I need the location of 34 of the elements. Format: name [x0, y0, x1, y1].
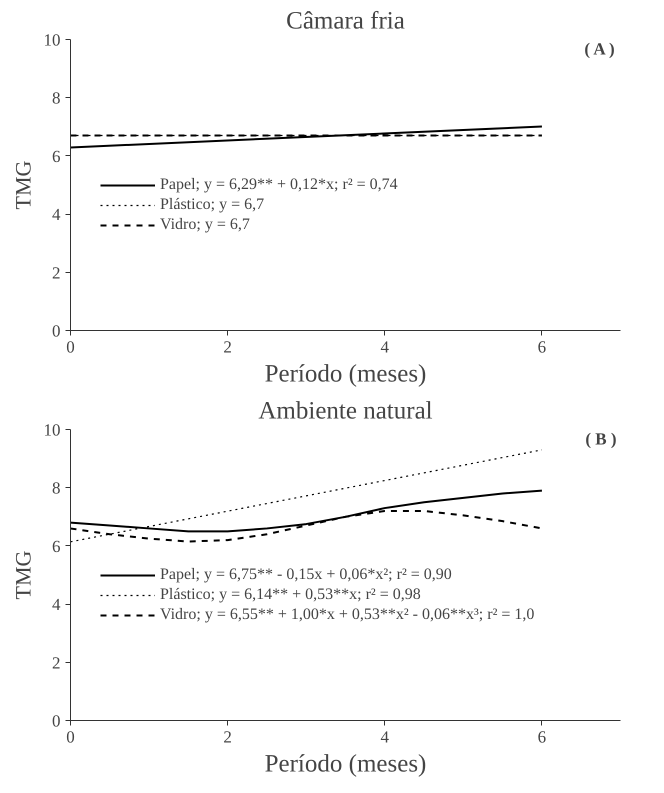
y-tick-label: 6 — [52, 536, 60, 556]
legend-label: Papel; y = 6,29** + 0,12*x; r² = 0,74 — [160, 176, 398, 194]
annotation: ( B ) — [585, 430, 617, 448]
x-tick-label: 0 — [66, 338, 75, 356]
y-tick-label: 0 — [52, 712, 60, 730]
legend-label: Vidro; y = 6,55** + 1,00*x + 0,53**x² - 0,06**x³; r² = 1,0 — [160, 606, 534, 624]
chart-title: Câmara fria — [286, 8, 405, 34]
y-tick-label: 6 — [52, 146, 60, 166]
y-axis-title: TMG — [10, 160, 36, 210]
x-tick-label: 0 — [66, 728, 75, 746]
y-axis-title: TMG — [10, 550, 36, 600]
y-tick-label: 2 — [52, 653, 60, 672]
x-tick-label: 2 — [223, 338, 232, 356]
x-tick-label: 6 — [538, 728, 546, 746]
x-axis-title: Período (meses) — [264, 360, 426, 388]
y-tick-label: 10 — [44, 420, 60, 440]
x-axis-title: Período (meses) — [264, 750, 426, 778]
chart-title: Ambiente natural — [258, 398, 433, 424]
legend-label: Papel; y = 6,75** - 0,15x + 0,06*x²; r² = 0,90 — [160, 566, 452, 584]
y-tick-label: 4 — [52, 205, 61, 224]
x-tick-label: 4 — [380, 728, 390, 746]
y-tick-label: 4 — [52, 595, 61, 614]
x-tick-label: 6 — [538, 338, 546, 356]
x-tick-label: 2 — [223, 728, 232, 746]
y-tick-label: 8 — [52, 478, 60, 498]
x-tick-label: 4 — [380, 338, 390, 356]
annotation: ( A ) — [584, 40, 615, 58]
y-tick-label: 10 — [44, 30, 60, 50]
legend-label: Plástico; y = 6,7 — [160, 196, 264, 214]
y-tick-label: 8 — [52, 88, 60, 108]
legend-label: Vidro; y = 6,7 — [160, 216, 250, 234]
y-tick-label: 0 — [52, 322, 60, 340]
y-tick-label: 2 — [52, 263, 60, 282]
legend-label: Plástico; y = 6,14** + 0,53**x; r² = 0,98 — [160, 586, 421, 604]
